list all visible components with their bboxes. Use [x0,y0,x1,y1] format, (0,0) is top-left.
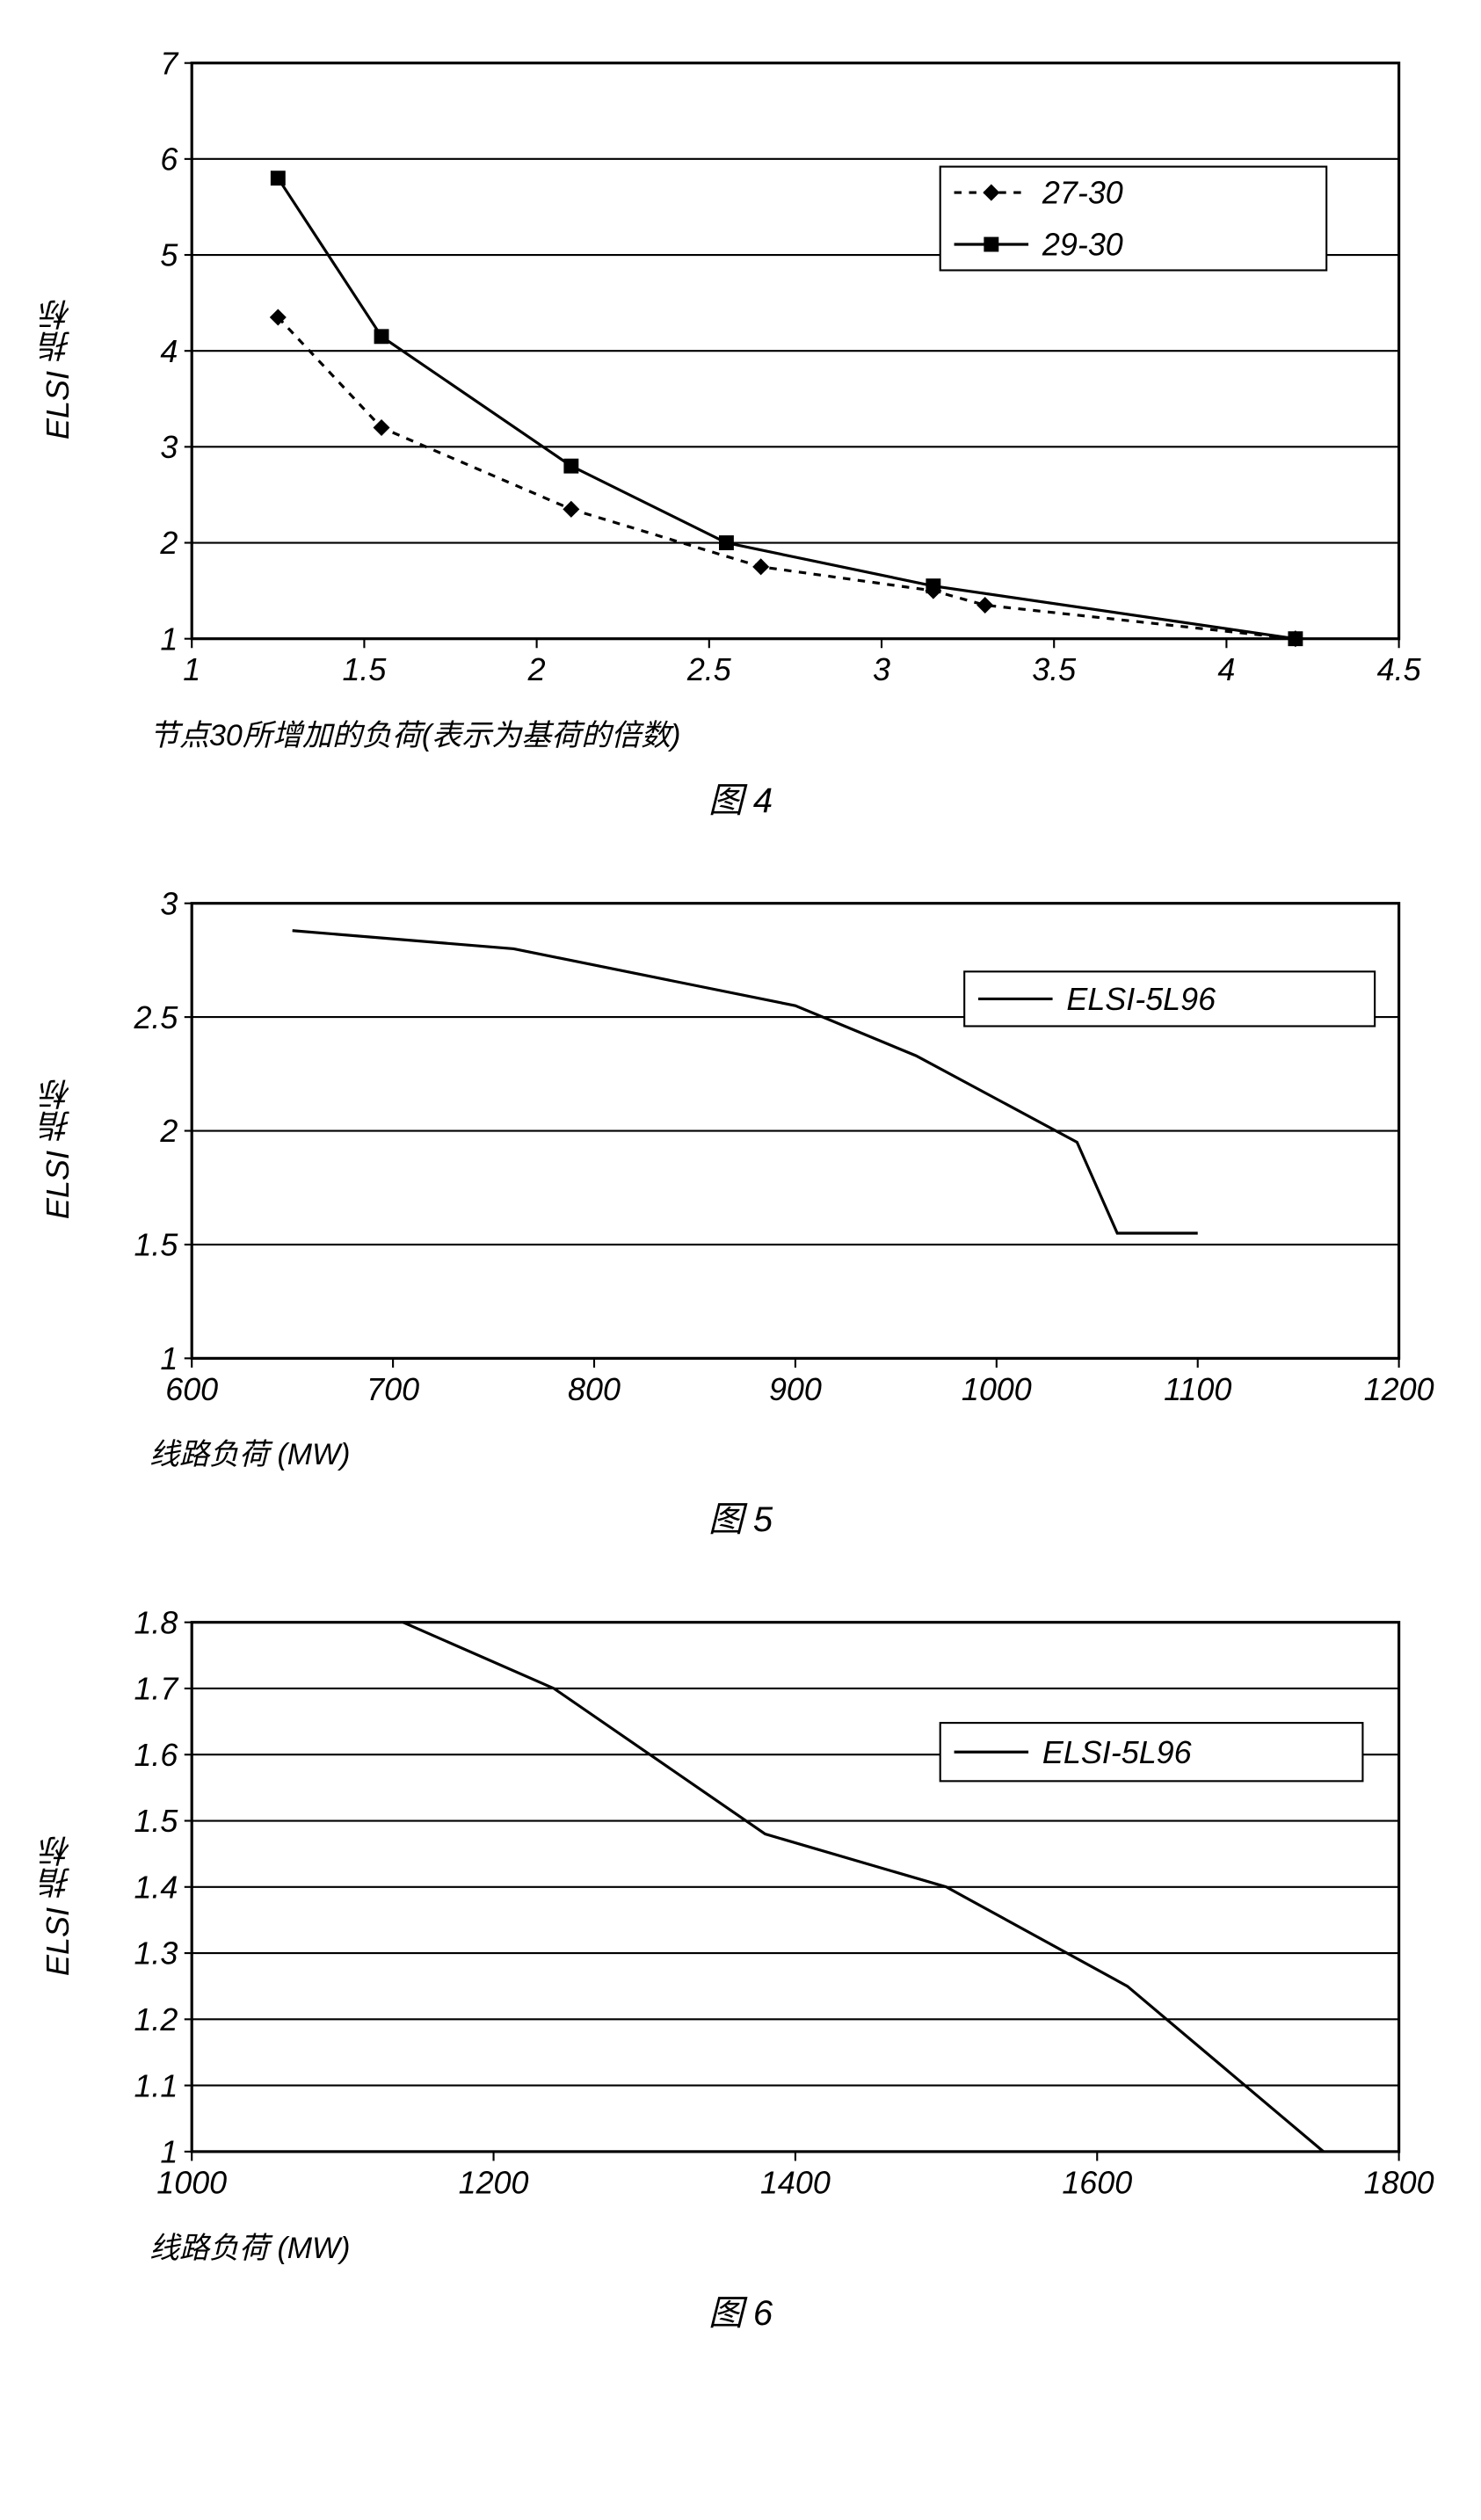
svg-text:1000: 1000 [156,2164,227,2200]
svg-text:1: 1 [160,621,178,657]
fig5-ylabel: ELSI 指标 [26,1078,90,1219]
svg-text:29-30: 29-30 [1042,227,1123,263]
svg-text:800: 800 [568,1371,621,1407]
svg-text:1.7: 1.7 [134,1671,179,1707]
svg-text:1.5: 1.5 [342,651,387,687]
fig5-xlabel: 线路负荷 (MW) [149,1430,1455,1473]
svg-text:27-30: 27-30 [1042,175,1123,211]
svg-text:1.8: 1.8 [134,1604,178,1640]
fig6-xlabel: 线路负荷 (MW) [149,2224,1455,2267]
fig4-ylabel: ELSI 指标 [26,299,90,439]
svg-text:2: 2 [159,525,178,561]
svg-text:2.5: 2.5 [686,651,732,687]
fig5-svg: 11.522.53600700800900100011001200ELSI-5L… [90,875,1455,1423]
svg-text:6: 6 [160,142,178,178]
fig6-ylabel: ELSI 指标 [26,1835,90,1976]
svg-text:2.5: 2.5 [133,999,178,1035]
svg-text:3: 3 [160,429,178,465]
fig4-caption: 图 4 [26,772,1455,823]
svg-text:2: 2 [159,1113,178,1149]
svg-text:600: 600 [165,1371,218,1407]
svg-text:1200: 1200 [1364,1371,1434,1407]
svg-text:4: 4 [160,333,178,369]
svg-text:ELSI-5L96: ELSI-5L96 [1042,1734,1192,1770]
svg-text:3: 3 [873,651,890,687]
fig4-plot: 1 2 3 4 5 6 7 1 1.5 2 2.5 3 3.5 4 4.5 27-30 29-30 [90,35,1455,704]
svg-text:4.5: 4.5 [1377,651,1422,687]
figure-4: ELSI 指标 1 2 3 4 5 6 7 1 1.5 2 2.5 3 3.5 4 4.5 27-30 29-3… [26,35,1455,823]
svg-text:1.3: 1.3 [134,1935,178,1972]
fig5-plot: 11.522.53600700800900100011001200ELSI-5L… [90,875,1455,1423]
svg-text:1.1: 1.1 [134,2067,178,2103]
fig6-caption: 图 6 [26,2284,1455,2335]
svg-text:1.4: 1.4 [134,1869,178,1905]
svg-text:7: 7 [160,45,179,81]
svg-text:1.6: 1.6 [134,1737,178,1773]
svg-text:1600: 1600 [1062,2164,1132,2200]
svg-text:1.5: 1.5 [134,1226,178,1262]
svg-text:3: 3 [160,885,178,921]
svg-text:ELSI-5L96: ELSI-5L96 [1066,981,1216,1017]
svg-text:1.2: 1.2 [134,2001,178,2037]
svg-text:5: 5 [160,237,178,273]
svg-text:3.5: 3.5 [1032,651,1077,687]
svg-text:1.5: 1.5 [134,1803,178,1839]
figure-5: ELSI 指标 11.522.5360070080090010001100120… [26,875,1455,1542]
fig6-svg: 11.11.21.31.41.51.61.71.8100012001400160… [90,1594,1455,2217]
svg-text:2: 2 [527,651,546,687]
fig4-svg: 1 2 3 4 5 6 7 1 1.5 2 2.5 3 3.5 4 4.5 27-30 29-30 [90,35,1455,704]
svg-text:1: 1 [183,651,200,687]
svg-text:4: 4 [1217,651,1235,687]
svg-text:1400: 1400 [760,2164,831,2200]
svg-text:1800: 1800 [1364,2164,1434,2200]
fig6-plot: 11.11.21.31.41.51.61.71.8100012001400160… [90,1594,1455,2217]
figure-6: ELSI 指标 11.11.21.31.41.51.61.71.81000120… [26,1594,1455,2335]
fig5-caption: 图 5 [26,1491,1455,1542]
svg-text:1200: 1200 [459,2164,529,2200]
fig4-xlabel: 节点30所增加的负荷(表示为基荷的倍数) [149,711,1455,754]
svg-text:700: 700 [367,1371,419,1407]
svg-text:1100: 1100 [1164,1371,1231,1407]
svg-text:900: 900 [769,1371,822,1407]
svg-text:1000: 1000 [962,1371,1032,1407]
